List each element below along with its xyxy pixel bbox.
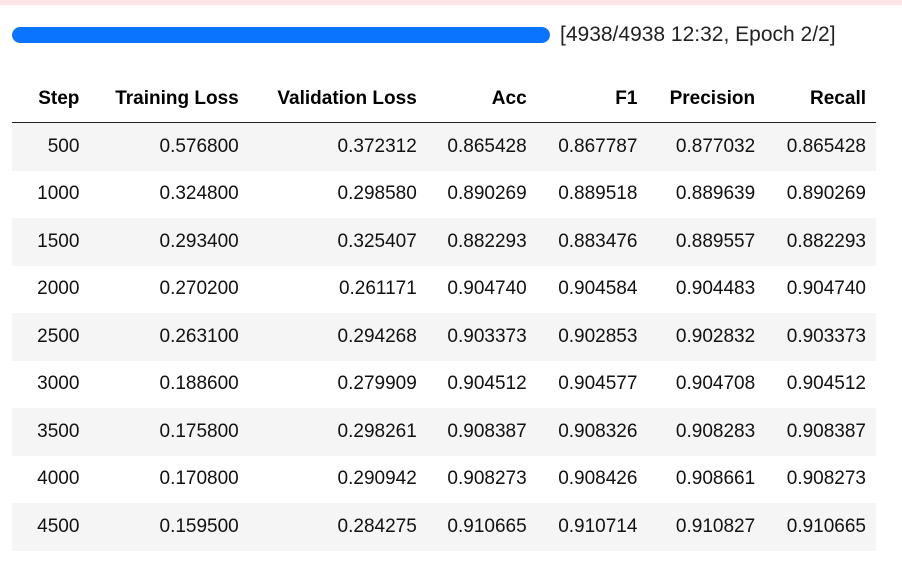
cell-training-loss: 0.175800 [89,408,249,456]
table-row: 1000 0.324800 0.298580 0.890269 0.889518 0.88… [12,170,876,218]
cell-acc: 0.904740 [426,265,537,313]
cell-validation-loss: 0.261171 [248,265,427,313]
cell-validation-loss: 0.325407 [248,218,427,266]
cell-validation-loss: 0.298580 [248,170,427,218]
progress-bar [12,27,550,43]
table-row: 2500 0.263100 0.294268 0.903373 0.902853 0.90… [12,313,876,361]
cell-precision: 0.910827 [647,503,766,551]
cell-acc: 0.903373 [426,313,537,361]
cell-training-loss: 0.576800 [89,122,249,171]
cell-recall: 0.865428 [765,122,876,171]
table-row: 4500 0.159500 0.284275 0.910665 0.910714 0.91… [12,503,876,551]
column-header-acc: Acc [426,76,537,123]
cell-step: 1000 [12,170,90,218]
cell-precision: 0.889557 [647,218,766,266]
cell-recall: 0.908387 [765,408,876,456]
cell-validation-loss: 0.279909 [248,360,427,408]
cell-f1: 0.902853 [536,313,648,361]
cell-recall: 0.882293 [765,218,876,266]
cell-recall: 0.903373 [765,313,876,361]
cell-f1: 0.889518 [536,170,648,218]
cell-acc: 0.904512 [426,360,537,408]
cell-step: 2000 [12,265,90,313]
cell-training-loss: 0.324800 [89,170,249,218]
table-row: 2000 0.270200 0.261171 0.904740 0.904584 0.90… [12,265,876,313]
progress-status-text: [4938/4938 12:32, Epoch 2/2] [560,23,836,46]
progress-bar-fill [12,27,550,43]
cell-step: 4000 [12,455,90,503]
cell-acc: 0.890269 [426,170,537,218]
cell-validation-loss: 0.294268 [248,313,427,361]
table-row: 3000 0.188600 0.279909 0.904512 0.904577 0.90… [12,360,876,408]
cell-acc: 0.908387 [426,408,537,456]
cell-training-loss: 0.270200 [89,265,249,313]
cell-acc: 0.865428 [426,122,537,171]
cell-step: 3000 [12,360,90,408]
cell-f1: 0.904584 [536,265,648,313]
column-header-recall: Recall [765,76,876,123]
output-top-border [0,0,902,5]
cell-step: 1500 [12,218,90,266]
cell-validation-loss: 0.290942 [248,455,427,503]
table-row: 3500 0.175800 0.298261 0.908387 0.908326 0.90… [12,408,876,456]
table-row: 4000 0.170800 0.290942 0.908273 0.908426 0.90… [12,455,876,503]
cell-step: 500 [12,122,90,171]
column-header-training-loss: Training Loss [89,76,249,123]
cell-f1: 0.908426 [536,455,648,503]
cell-precision: 0.904708 [647,360,766,408]
cell-training-loss: 0.263100 [89,313,249,361]
cell-f1: 0.910714 [536,503,648,551]
cell-training-loss: 0.159500 [89,503,249,551]
cell-recall: 0.890269 [765,170,876,218]
cell-step: 2500 [12,313,90,361]
cell-precision: 0.889639 [647,170,766,218]
cell-training-loss: 0.293400 [89,218,249,266]
table-row: 500 0.576800 0.372312 0.865428 0.867787 0.877… [12,122,876,171]
cell-precision: 0.902832 [647,313,766,361]
cell-recall: 0.904740 [765,265,876,313]
column-header-f1: F1 [536,76,648,123]
cell-precision: 0.908661 [647,455,766,503]
cell-precision: 0.908283 [647,408,766,456]
cell-acc: 0.910665 [426,503,537,551]
cell-validation-loss: 0.298261 [248,408,427,456]
cell-precision: 0.877032 [647,122,766,171]
column-header-precision: Precision [647,76,766,123]
cell-step: 4500 [12,503,90,551]
column-header-step: Step [12,76,90,123]
cell-training-loss: 0.188600 [89,360,249,408]
cell-training-loss: 0.170800 [89,455,249,503]
cell-f1: 0.883476 [536,218,648,266]
cell-acc: 0.908273 [426,455,537,503]
training-metrics-table: Step Training Loss Validation Loss Acc F… [12,76,876,551]
cell-recall: 0.910665 [765,503,876,551]
training-progress: [4938/4938 12:32, Epoch 2/2] [12,22,836,48]
cell-f1: 0.908326 [536,408,648,456]
cell-acc: 0.882293 [426,218,537,266]
cell-f1: 0.867787 [536,122,648,171]
cell-validation-loss: 0.372312 [248,122,427,171]
column-header-validation-loss: Validation Loss [248,76,427,123]
cell-f1: 0.904577 [536,360,648,408]
cell-recall: 0.904512 [765,360,876,408]
table-header-row: Step Training Loss Validation Loss Acc F… [12,76,876,123]
table-row: 1500 0.293400 0.325407 0.882293 0.883476 0.88… [12,218,876,266]
cell-precision: 0.904483 [647,265,766,313]
cell-recall: 0.908273 [765,455,876,503]
cell-step: 3500 [12,408,90,456]
cell-validation-loss: 0.284275 [248,503,427,551]
